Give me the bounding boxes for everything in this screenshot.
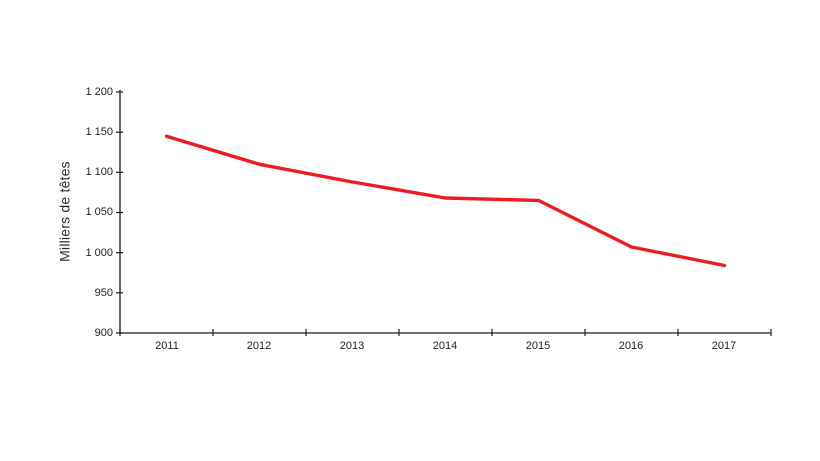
x-tick-label: 2012	[246, 340, 272, 352]
data-line	[164, 134, 727, 268]
x-tick-label: 2014	[432, 340, 458, 352]
x-tick-label: 2013	[339, 340, 365, 352]
y-tick-label: 1 000	[85, 247, 113, 259]
x-tick-label: 2015	[525, 340, 551, 352]
y-tick-label: 1 100	[85, 166, 113, 178]
y-tick-label: 950	[94, 287, 113, 299]
y-tick-label: 1 200	[85, 86, 113, 98]
x-tick-label: 2017	[711, 340, 737, 352]
x-tick-label: 2011	[155, 340, 179, 352]
y-tick-label: 900	[94, 327, 113, 339]
x-tick-label: 2016	[618, 340, 644, 352]
y-tick-label: 1 050	[85, 206, 113, 218]
y-tick-label: 1 150	[85, 126, 113, 138]
